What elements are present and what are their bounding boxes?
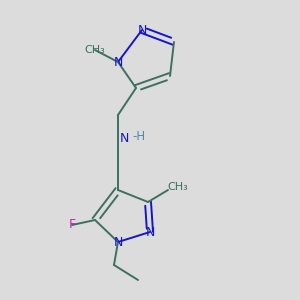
Text: N: N — [120, 131, 129, 145]
Text: F: F — [68, 218, 76, 232]
Text: CH₃: CH₃ — [85, 45, 105, 55]
Text: -H: -H — [132, 130, 145, 143]
Text: N: N — [145, 226, 155, 238]
Text: N: N — [113, 236, 123, 248]
Text: N: N — [113, 56, 123, 68]
Text: N: N — [137, 23, 147, 37]
Text: CH₃: CH₃ — [168, 182, 188, 192]
